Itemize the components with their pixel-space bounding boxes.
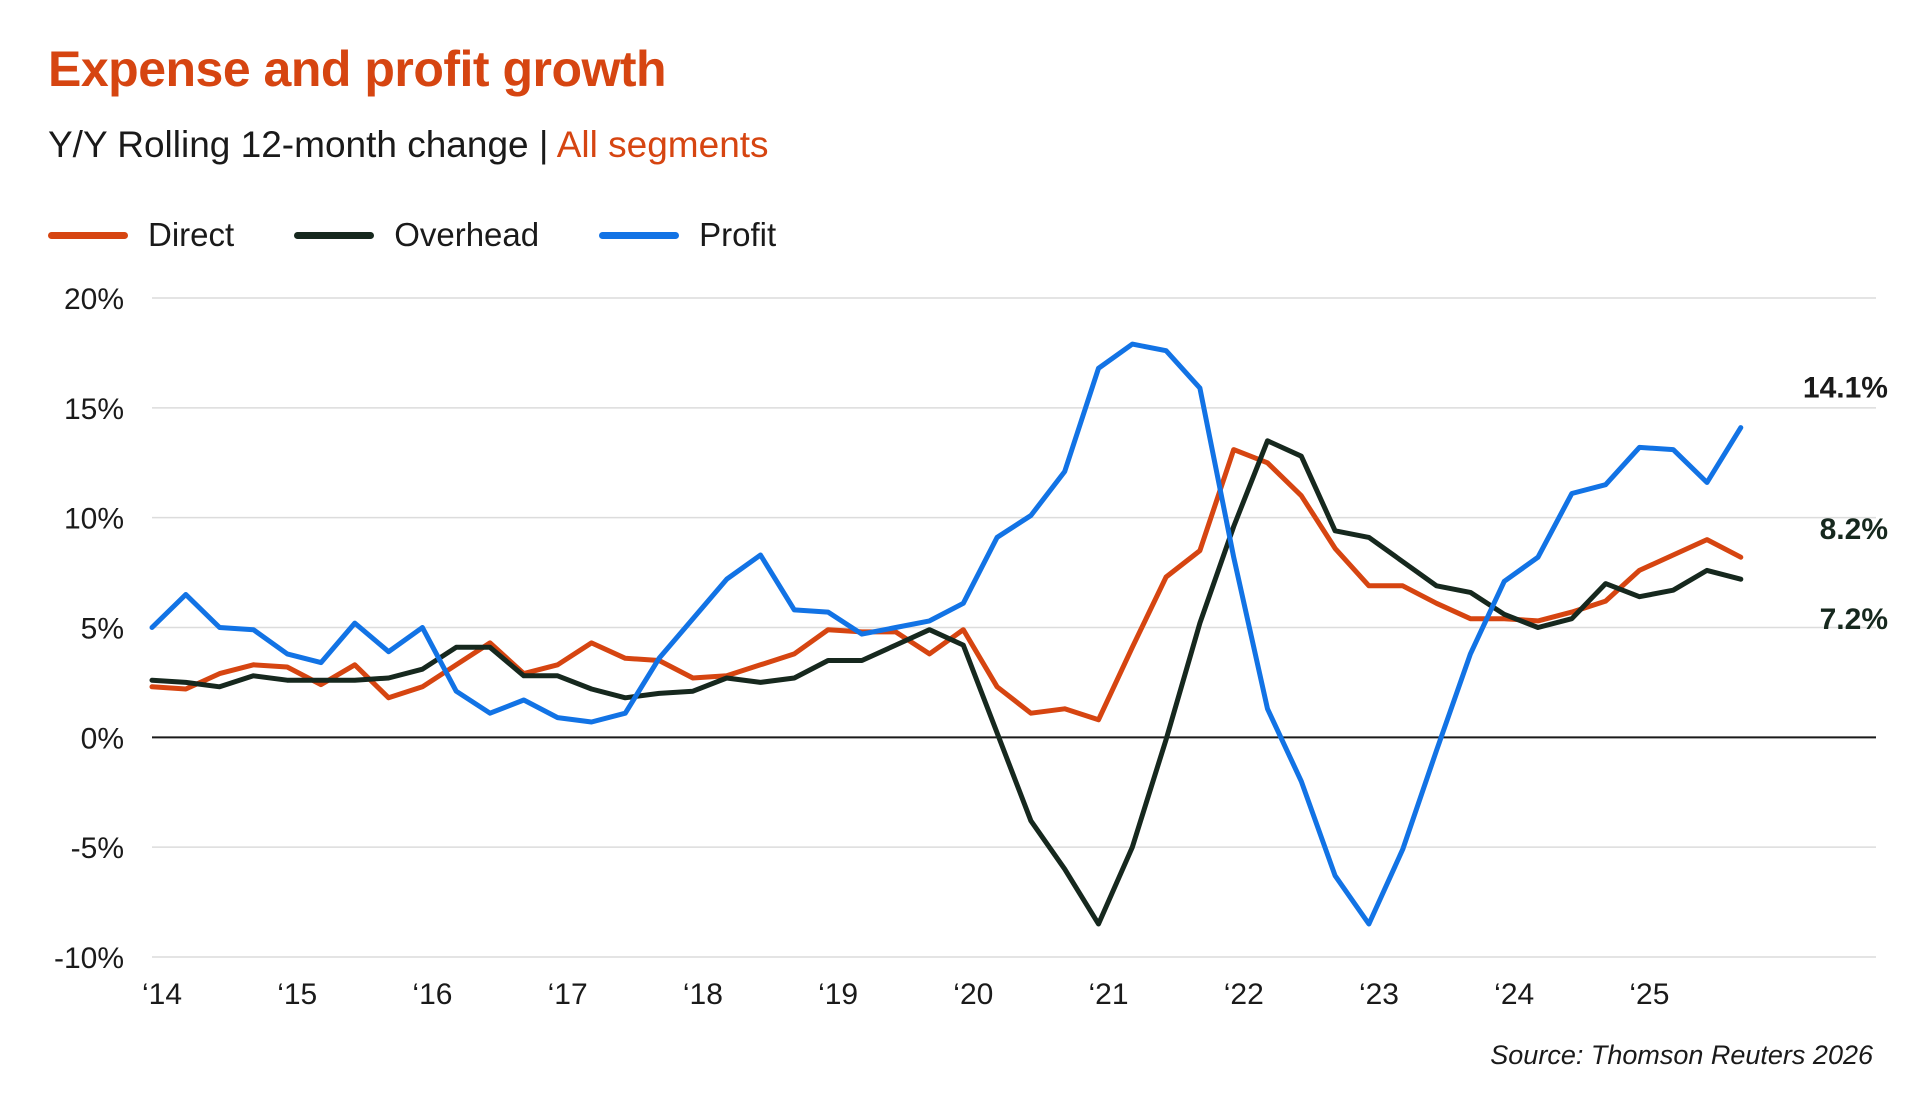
x-tick-label: ‘23 [1359,978,1399,1011]
subtitle-text: Y/Y Rolling 12-month change | [48,124,557,165]
legend-label-direct: Direct [148,216,235,253]
end-label-overhead: 7.2% [1820,603,1888,636]
chart-subtitle: Y/Y Rolling 12-month change | All segmen… [48,124,769,166]
legend-item-overhead: Overhead [294,216,539,254]
x-tick-label: ‘16 [412,978,452,1011]
legend-item-direct: Direct [48,216,234,254]
legend-swatch-profit [599,231,680,239]
series-line-overhead [149,438,1744,927]
legend-label-overhead: Overhead [394,216,540,253]
y-tick-label: 0% [81,722,124,755]
x-tick-label: ‘14 [142,978,182,1011]
x-tick-label: ‘22 [1224,978,1264,1011]
subtitle-segment: All segments [556,124,769,165]
y-tick-label: 10% [64,503,124,536]
series-line-profit [149,341,1744,927]
end-label-direct: 8.2% [1820,513,1888,546]
x-tick-label: ‘18 [683,978,723,1011]
legend-swatch-direct [48,231,128,239]
x-tick-label: ‘21 [1089,978,1129,1011]
x-tick-label: ‘17 [548,978,588,1011]
y-tick-label: 20% [64,283,124,316]
y-tick-label: -5% [71,832,124,865]
end-label-profit: 14.1% [1803,372,1888,405]
series-line-direct [149,447,1744,723]
chart-title: Expense and profit growth [48,41,667,97]
x-tick-label: ‘15 [277,978,317,1011]
y-tick-label: 5% [81,613,124,646]
legend: Direct Overhead Profit [48,210,836,260]
legend-item-profit: Profit [599,216,776,254]
legend-swatch-overhead [294,231,375,239]
x-tick-label: ‘20 [953,978,993,1011]
source-note: Source: Thomson Reuters 2026 [1490,1040,1873,1070]
x-tick-label: ‘24 [1494,978,1534,1011]
y-tick-label: 15% [64,393,124,426]
y-tick-label: -10% [54,942,124,975]
legend-label-profit: Profit [699,216,777,253]
x-tick-label: ‘25 [1629,978,1669,1011]
x-tick-label: ‘19 [818,978,858,1011]
